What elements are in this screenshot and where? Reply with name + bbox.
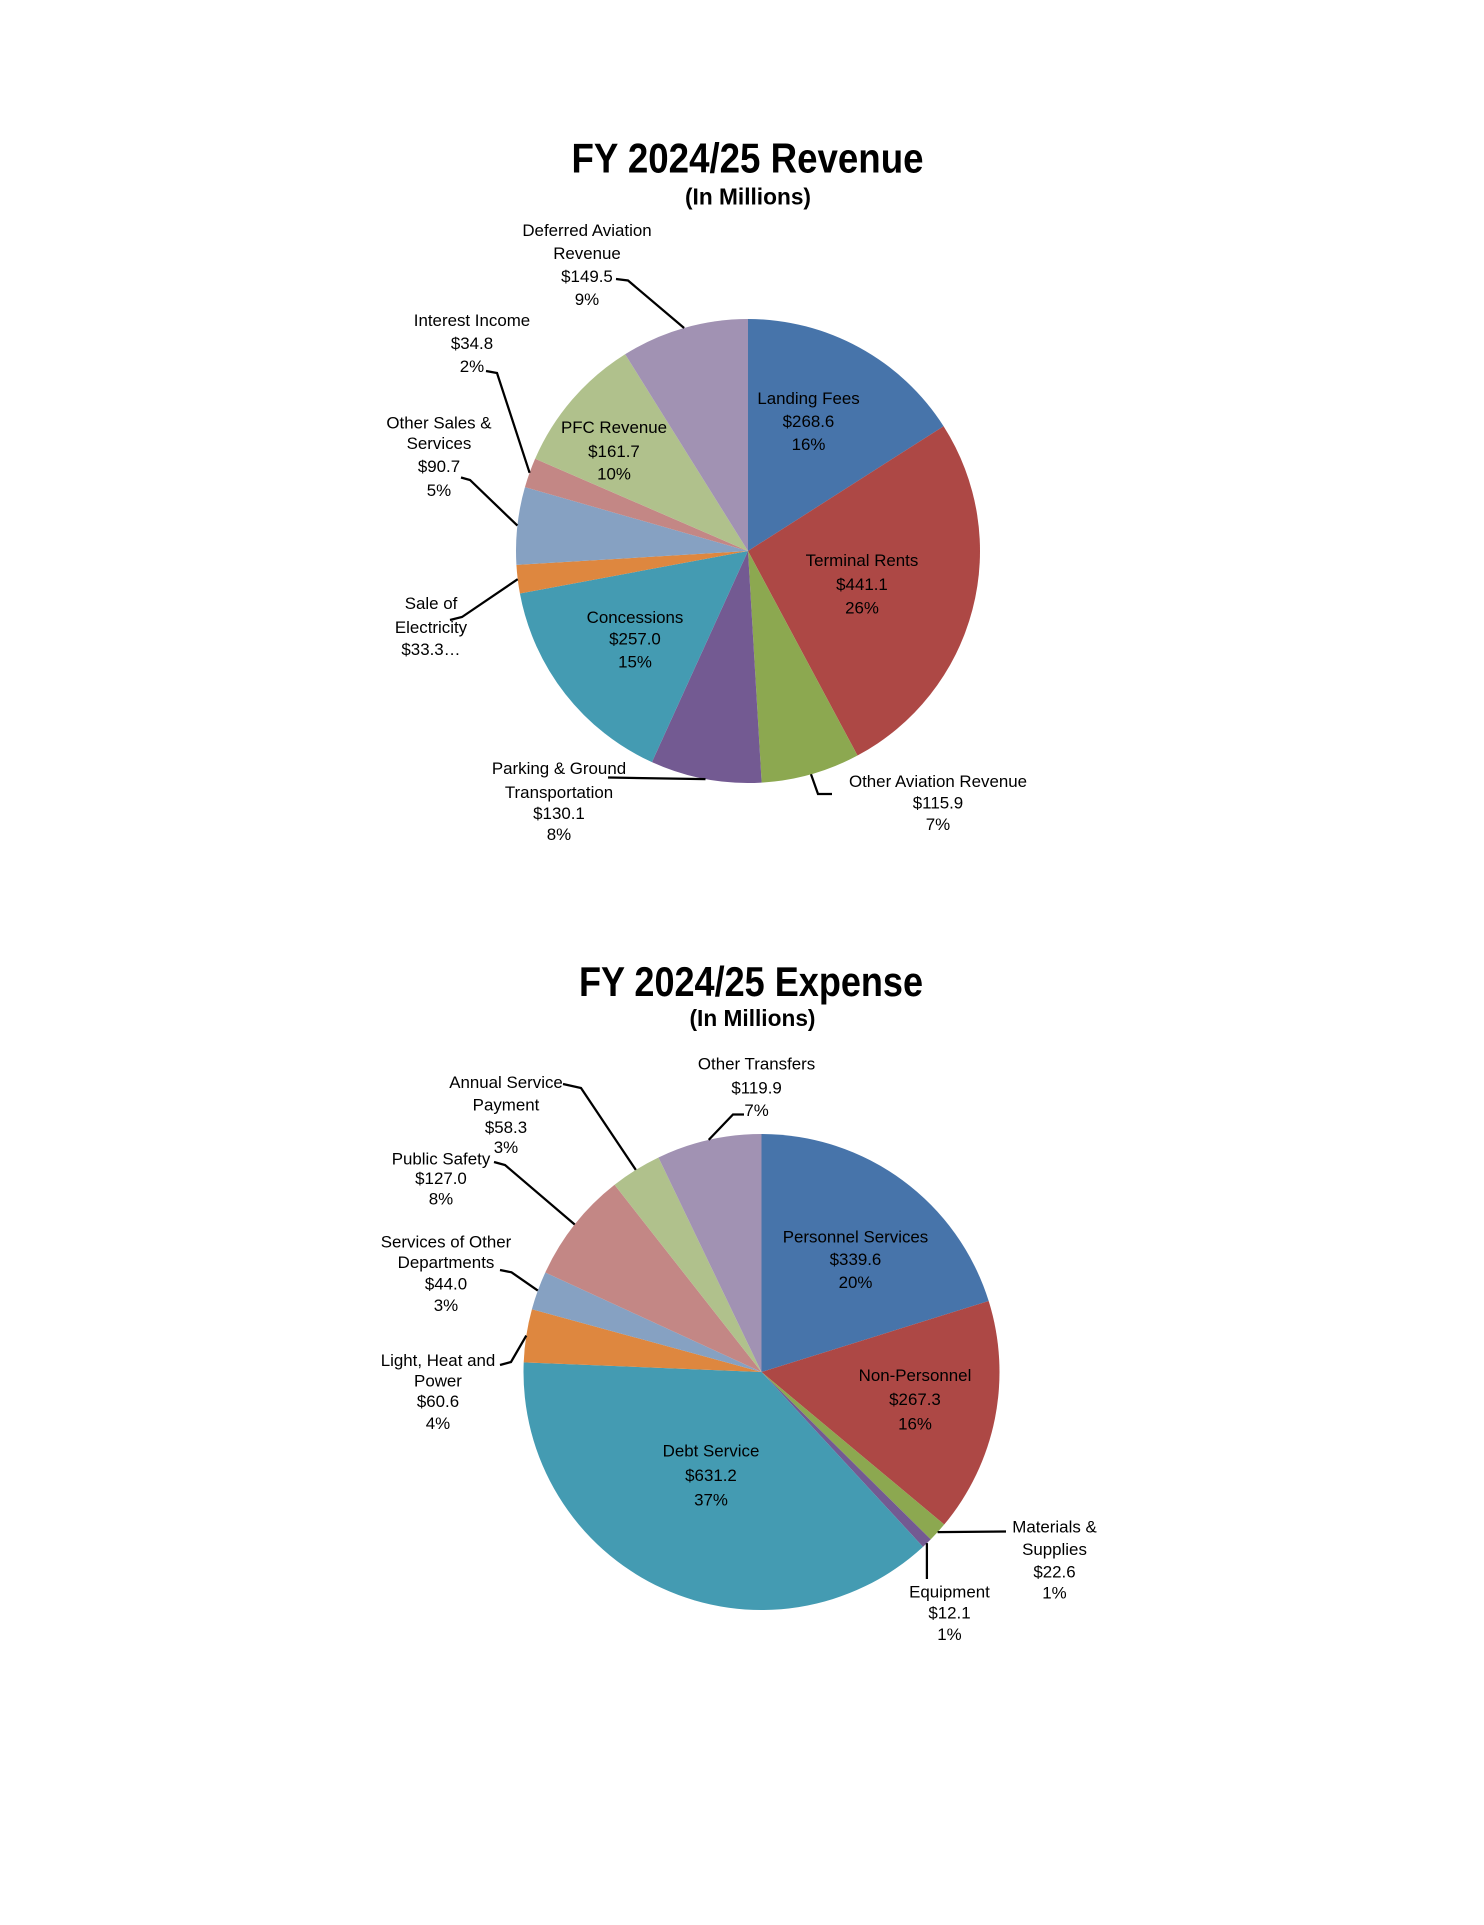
svg-text:Materials &Supplies$22.61%: Materials & Supplies $22.6 1%: [1012, 1518, 1096, 1603]
svg-text:Other Sales &Services$90.75%: Other Sales & Services $90.7 5%: [386, 414, 491, 501]
svg-text:FY 2024/25 Revenue: FY 2024/25 Revenue: [572, 135, 924, 182]
svg-text:(In Millions): (In Millions): [685, 184, 811, 210]
svg-text:Interest Income$34.82%: Interest Income $34.8 2%: [414, 311, 530, 376]
svg-text:Public Safety$127.08%: Public Safety $127.0 8%: [392, 1150, 491, 1209]
svg-text:Non-Personnel$267.316%: Non-Personnel $267.3 16%: [859, 1366, 972, 1434]
svg-text:Other Aviation Revenue$115.97%: Other Aviation Revenue $115.9 7%: [849, 772, 1027, 834]
svg-text:Debt Service$631.237%: Debt Service $631.2 37%: [663, 1442, 760, 1510]
svg-text:Landing Fees$268.616%: Landing Fees $268.6 16%: [757, 389, 859, 454]
svg-text:FY 2024/25 Expense: FY 2024/25 Expense: [579, 958, 923, 1005]
svg-text:PFC Revenue$161.710%: PFC Revenue $161.7 10%: [561, 418, 667, 484]
svg-text:Other Transfers$119.97%: Other Transfers $119.9 7%: [698, 1055, 815, 1120]
svg-text:Terminal Rents$441.126%: Terminal Rents $441.1 26%: [806, 551, 919, 618]
svg-text:Equipment$12.11%: Equipment $12.1 1%: [909, 1583, 990, 1644]
svg-text:Personnel Services$339.620%: Personnel Services $339.6 20%: [783, 1228, 929, 1292]
svg-text:(In Millions): (In Millions): [690, 1005, 816, 1031]
svg-text:Concessions$257.015%: Concessions $257.0 15%: [587, 608, 684, 672]
